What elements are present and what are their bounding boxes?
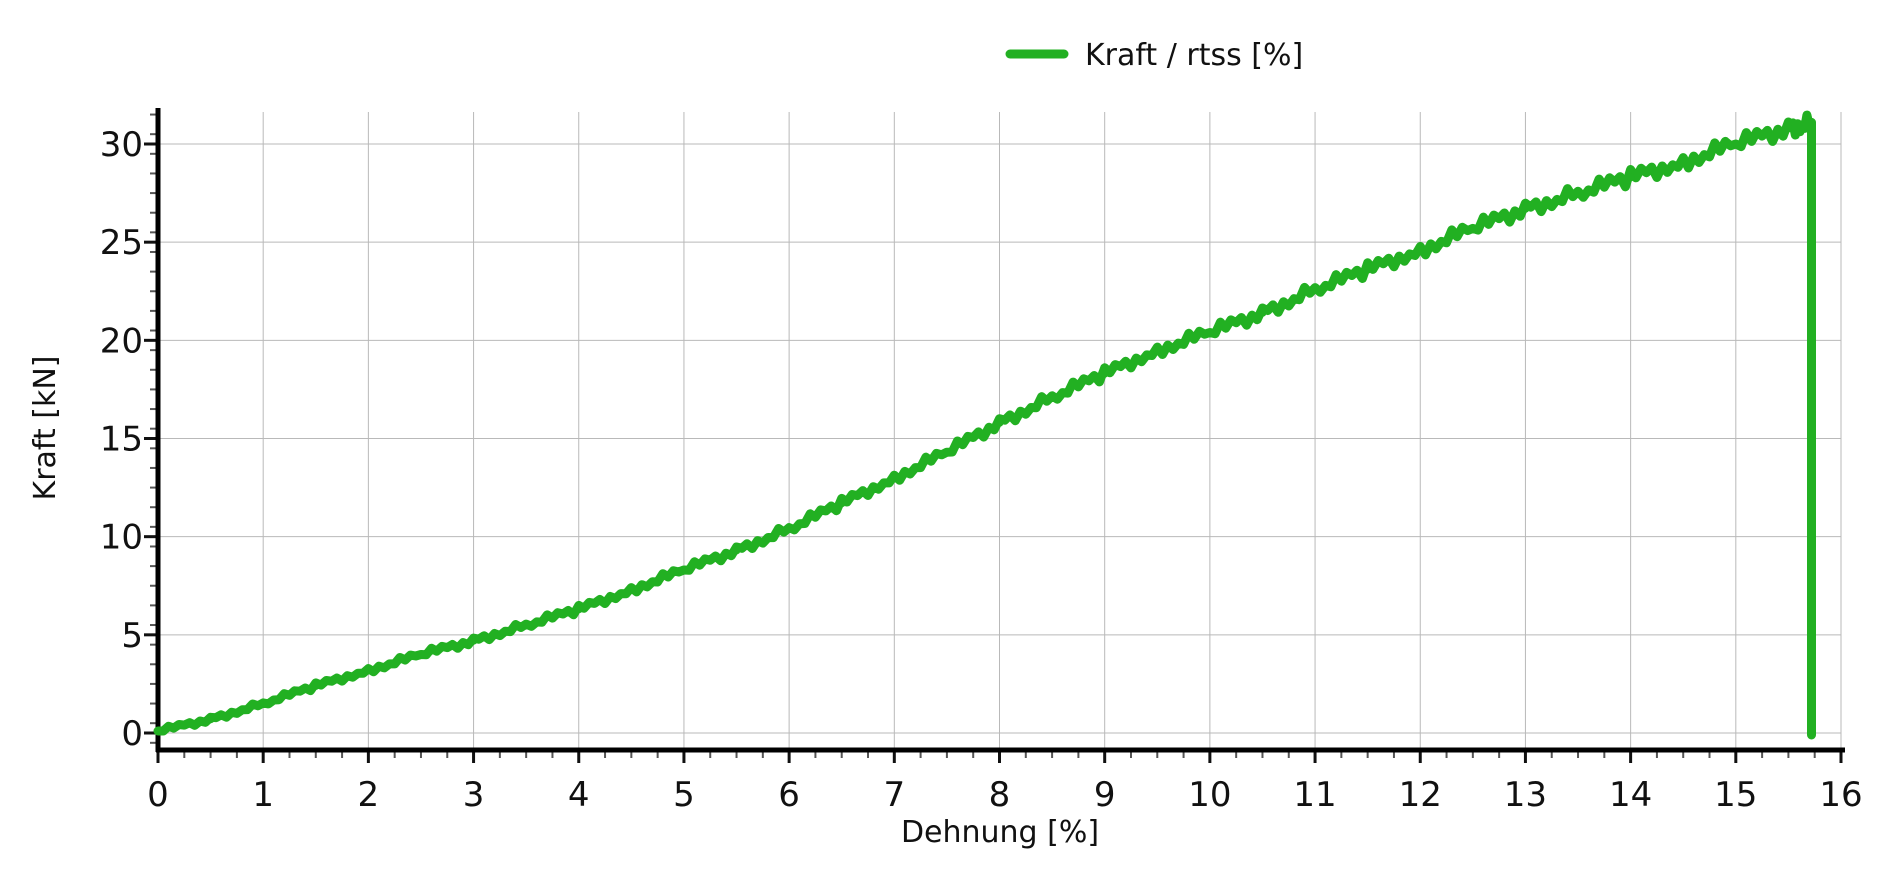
data-point — [206, 715, 215, 724]
data-point — [995, 418, 1004, 427]
data-point — [1574, 189, 1582, 198]
data-point — [417, 650, 425, 659]
data-point — [1521, 204, 1530, 213]
data-point — [1416, 246, 1425, 254]
data-point — [837, 499, 846, 508]
data-point — [364, 666, 373, 675]
data-point — [942, 448, 951, 457]
x-tick-label: 0 — [147, 775, 169, 815]
y-tick-label: 15 — [100, 420, 143, 460]
data-point — [311, 681, 320, 690]
x-tick-label: 7 — [883, 775, 905, 815]
legend-label: Kraft / rtss [%] — [1085, 38, 1303, 73]
data-point — [679, 566, 688, 574]
x-tick-label: 3 — [463, 775, 485, 815]
x-tick-label: 16 — [1819, 775, 1862, 815]
x-tick-label: 9 — [1094, 775, 1116, 815]
data-point — [627, 585, 636, 594]
data-point — [154, 727, 162, 735]
series-line-0 — [153, 110, 1816, 740]
x-tick-label: 6 — [778, 775, 800, 815]
data-point — [1258, 308, 1267, 317]
data-point — [1311, 285, 1320, 294]
data-point — [1048, 393, 1057, 402]
x-tick-label: 8 — [989, 775, 1011, 815]
x-tick-label: 13 — [1504, 775, 1547, 815]
y-tick-label: 10 — [100, 518, 143, 558]
legend: Kraft / rtss [%] — [1005, 38, 1303, 73]
data-point — [785, 524, 794, 533]
x-tick-label: 15 — [1714, 775, 1757, 815]
data-point — [1100, 369, 1109, 378]
data-point — [1731, 140, 1740, 148]
data-point — [1363, 265, 1372, 274]
data-point — [1468, 224, 1477, 233]
data-point — [1807, 731, 1816, 739]
x-tick-label: 14 — [1609, 775, 1652, 815]
x-tick-label: 2 — [358, 775, 380, 815]
data-point — [1626, 173, 1635, 182]
data-point — [890, 473, 899, 482]
axes — [144, 108, 1845, 763]
data-point — [1784, 124, 1793, 133]
data-point — [1807, 118, 1816, 127]
x-tick-label: 10 — [1188, 775, 1231, 815]
data-point — [469, 636, 478, 645]
y-tick-label: 20 — [100, 321, 143, 361]
x-tick-label: 5 — [673, 775, 695, 815]
grid — [157, 112, 1842, 750]
data-point — [522, 621, 531, 629]
data-point — [259, 699, 268, 708]
x-tick-label: 1 — [252, 775, 274, 815]
y-axis-title: Kraft [kN] — [28, 356, 63, 501]
y-tick-label: 30 — [100, 125, 143, 165]
y-tick-label: 0 — [121, 714, 143, 754]
y-tick-label: 25 — [100, 223, 143, 263]
data-point — [1205, 328, 1214, 337]
x-tick-label: 11 — [1293, 775, 1336, 815]
x-axis-title: Dehnung [%] — [901, 815, 1099, 850]
x-tick-label: 4 — [568, 775, 590, 815]
data-point — [1153, 346, 1162, 355]
data-point — [574, 605, 583, 614]
data-point — [732, 546, 741, 555]
y-tick-label: 5 — [121, 616, 143, 656]
x-tick-label: 12 — [1399, 775, 1442, 815]
data-point — [1679, 157, 1688, 166]
series-layer — [153, 110, 1816, 740]
